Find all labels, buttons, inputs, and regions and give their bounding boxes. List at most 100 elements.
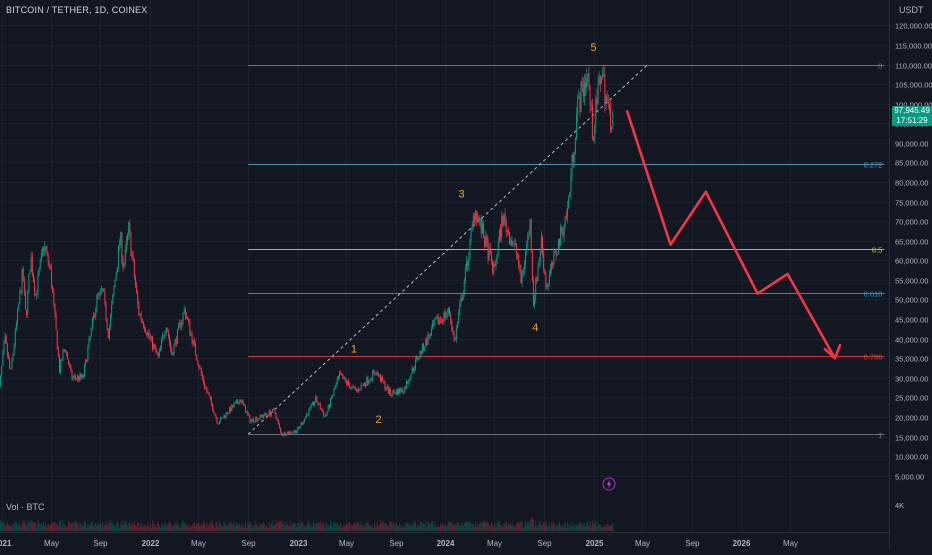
candle-body [71,370,73,380]
candle-body [496,254,498,262]
volume-bar [319,521,321,531]
candle-body [218,422,220,425]
volume-bar [227,524,229,531]
volume-bar [504,523,506,531]
volume-label[interactable]: Vol · BTC [6,502,45,512]
volume-bar [312,521,314,531]
volume-bar [436,524,438,531]
volume-bar [490,522,492,531]
volume-bar [78,526,80,531]
volume-bar [208,523,210,531]
volume-bar [611,524,613,531]
volume-bar [360,521,362,531]
volume-bar [94,524,96,531]
volume-bar [357,521,359,531]
volume-bar [466,521,468,531]
volume-bar [572,526,574,531]
volume-bar [529,520,531,531]
candle-body [86,359,88,362]
volume-bar [210,520,212,531]
volume-bar [530,518,532,531]
volume-bar [596,526,598,531]
candle-body [476,210,478,222]
volume-bar [28,519,30,531]
volume-bar [230,522,232,531]
volume-bar [369,525,371,531]
volume-bar [188,524,190,531]
candle-body [206,387,208,392]
wave-label: 2 [376,414,382,426]
candle-body [83,365,85,377]
volume-bar [171,524,173,531]
candle-body [46,250,48,254]
candle-body [502,216,504,226]
fib-level-label: 0.618 [864,290,883,299]
candle-body [446,313,448,316]
candle-body [65,351,67,353]
candle-body [387,386,389,394]
volume-bar [144,524,146,531]
volume-bar [487,522,489,531]
lightning-icon[interactable] [602,477,616,491]
candle-body [572,154,574,162]
candle-body [105,301,107,320]
candle-body [95,308,97,318]
candle-body [415,359,417,369]
candle-body [583,82,585,97]
volume-bar [167,523,169,531]
volume-bar [149,524,151,531]
candle-body [229,407,231,414]
fib-level-label: 0 [878,62,882,71]
candle-body [48,263,50,266]
volume-bar [125,521,127,531]
candle-body [256,417,258,421]
candle-body [490,253,492,262]
volume-bar [301,521,303,531]
candle-body [19,291,21,305]
candle-body [393,390,395,393]
candle-body [251,418,253,421]
volume-bar [378,525,380,531]
volume-bar [47,523,49,531]
price-axis-unit[interactable]: USDT [899,5,924,15]
candle-body [144,327,146,331]
volume-bar [612,522,614,531]
candle-body [1,365,3,376]
candle-body [582,85,584,97]
volume-bar [310,526,312,531]
candle-body [17,309,19,323]
candle-body [568,196,570,209]
candle-body [132,255,134,261]
candle-body [288,432,290,434]
volume-bar [443,525,445,531]
candle-body [346,381,348,384]
volume-bar [162,523,164,531]
candle-body [403,387,405,394]
candle-body [511,240,513,246]
volume-bar [336,523,338,531]
candle-body [82,374,84,377]
volume-bar [566,521,568,531]
candle-body [127,234,129,241]
volume-bar [214,527,216,531]
y-tick-label: 40,000.00 [895,336,928,345]
candle-body [475,210,477,220]
volume-bar [314,524,316,531]
candle-body [456,322,458,329]
volume-bar [184,524,186,531]
candle-body [79,374,81,381]
candle-body [597,84,599,104]
volume-bar [36,527,38,531]
volume-bar [54,522,56,531]
volume-bar [249,521,251,531]
candle-body [12,353,14,361]
candle-body [74,375,76,379]
candle-body [514,243,516,245]
candle-body [539,252,541,261]
volume-bar [514,525,516,531]
volume-bar [261,524,263,531]
candle-body [357,389,359,391]
candle-body [275,412,277,419]
